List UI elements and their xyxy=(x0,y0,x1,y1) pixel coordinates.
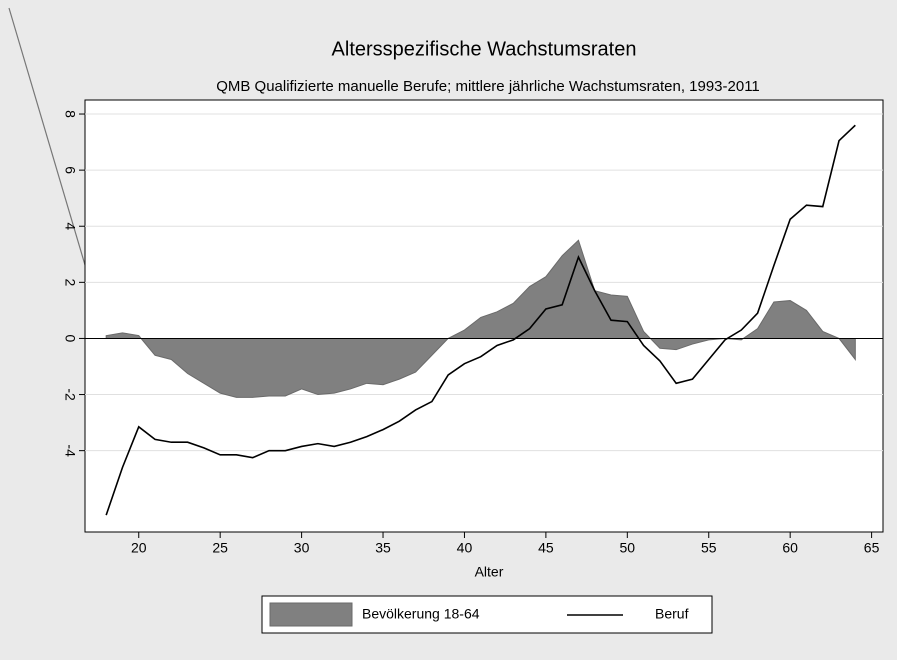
x-tick-label: 65 xyxy=(864,540,880,556)
area xyxy=(105,239,856,398)
legend-label: Beruf xyxy=(655,606,689,622)
y-tick-label: -4 xyxy=(62,444,78,457)
y-tick-label: 8 xyxy=(62,110,78,118)
chart-title: Altersspezifische Wachstumsraten xyxy=(332,38,637,60)
x-tick-label: 20 xyxy=(131,540,147,556)
chart-subtitle: QMB Qualifizierte manuelle Berufe; mittl… xyxy=(216,78,760,95)
x-axis-label: Alter xyxy=(475,564,504,580)
x-tick-label: 35 xyxy=(375,540,391,556)
legend-label: Bevölkerung 18-64 xyxy=(362,606,480,622)
y-tick-label: 4 xyxy=(62,222,78,230)
x-tick-label: 25 xyxy=(212,540,228,556)
y-tick-label: 0 xyxy=(62,335,78,343)
x-tick-label: 50 xyxy=(620,540,636,556)
x-tick-label: 60 xyxy=(782,540,798,556)
y-tick-label: 2 xyxy=(62,278,78,286)
x-tick-label: 40 xyxy=(457,540,473,556)
y-tick-label: -2 xyxy=(62,388,78,401)
legend-swatch xyxy=(269,602,353,627)
x-tick-label: 45 xyxy=(538,540,554,556)
line xyxy=(105,124,856,516)
x-tick-label: 55 xyxy=(701,540,717,556)
y-tick-label: 6 xyxy=(62,166,78,174)
x-tick-label: 30 xyxy=(294,540,310,556)
